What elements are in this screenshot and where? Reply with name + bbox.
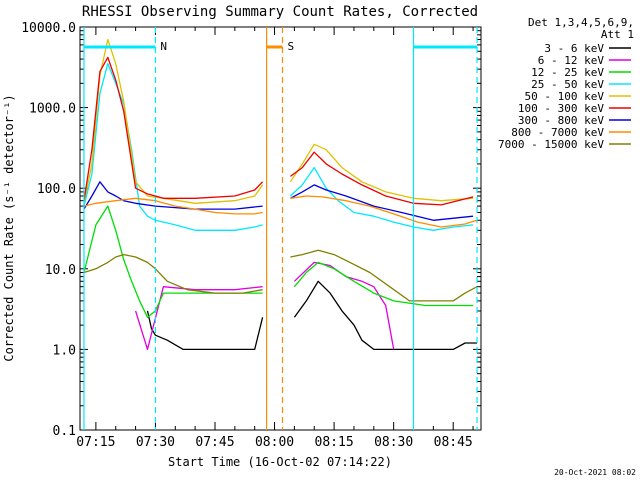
y-tick-label: 1000.0 [29, 102, 76, 117]
x-tick-label: 07:15 [76, 435, 115, 450]
legend-title-line-2: Att 1 [601, 28, 634, 41]
legend-label: 800 - 7000 keV [511, 126, 604, 139]
x-tick-label: 07:30 [136, 435, 175, 450]
marker-label: S [287, 40, 294, 53]
x-tick-label: 08:15 [315, 435, 354, 450]
legend-label: 100 - 300 keV [518, 102, 604, 115]
legend-label: 50 - 100 keV [525, 90, 605, 103]
legend-label: 12 - 25 keV [531, 66, 604, 79]
footer-timestamp: 20-Oct-2021 08:02 [554, 468, 636, 477]
chart-title: RHESSI Observing Summary Count Rates, Co… [82, 4, 478, 20]
series-line-5 [83, 38, 474, 204]
series-line-2 [134, 261, 395, 351]
legend-label: 25 - 50 keV [531, 78, 604, 91]
legend-label: 3 - 6 keV [544, 42, 604, 55]
plot-frame [79, 26, 482, 431]
y-tick-label: 100.0 [37, 182, 76, 197]
x-tick-label: 08:45 [434, 435, 473, 450]
legend-label: 7000 - 15000 keV [498, 138, 604, 151]
series-line-7 [83, 181, 474, 221]
plot-area: 0.1 1.0 10.0 100.0 1000.0 10000.0 07:15 07:30 07… [21, 21, 482, 450]
y-tick-label: 10000.0 [21, 21, 76, 36]
series-line-9 [83, 249, 478, 302]
x-axis-label: Start Time (16-Oct-02 07:14:22) [168, 455, 392, 469]
marker-label: N [160, 40, 167, 53]
series-line-3 [83, 205, 474, 318]
y-tick-label: 10.0 [45, 263, 76, 278]
series-line-6 [83, 56, 474, 206]
x-tick-label: 07:45 [195, 435, 234, 450]
y-axis-label: Corrected Count Rate (s⁻¹ detector⁻¹) [2, 94, 16, 361]
series-line-8 [83, 195, 478, 228]
legend-title-line-1: Det 1,3,4,5,6,9, [528, 16, 634, 29]
x-tick-label: 08:00 [255, 435, 294, 450]
x-tick-label: 08:30 [374, 435, 413, 450]
legend-label: 6 - 12 keV [538, 54, 605, 67]
y-tick-label: 1.0 [53, 343, 76, 358]
y-tick-label: 0.1 [53, 424, 76, 439]
legend-label: 300 - 800 keV [518, 114, 604, 127]
series-line-4 [83, 63, 474, 231]
